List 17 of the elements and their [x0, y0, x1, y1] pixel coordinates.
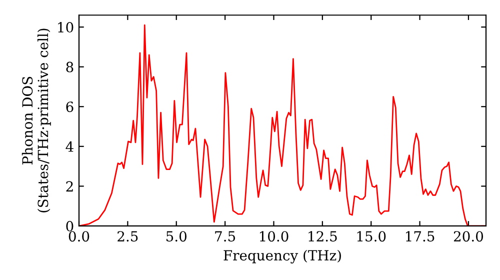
x-tick-label: 20.0 — [454, 231, 484, 242]
x-tick-label: 10.0 — [260, 231, 288, 242]
y-tick-label: 6 — [66, 102, 74, 112]
x-tick-label: 5.0 — [166, 231, 186, 242]
y-tick-label: 0 — [66, 220, 74, 232]
x-tick-label: 15.0 — [357, 231, 386, 242]
y-tick-label: 4 — [66, 141, 74, 152]
y-tick-label: 2 — [66, 181, 73, 192]
x-tick-label: 12.5 — [308, 231, 337, 242]
x-axis-title: Frequency (THz) — [224, 250, 341, 264]
y-tick-label: 10 — [58, 22, 74, 33]
x-tick-label: 17.5 — [406, 231, 434, 242]
y-tick-label: 8 — [66, 62, 74, 72]
x-tick-label: 7.5 — [215, 231, 236, 242]
x-tick-label: 0.0 — [68, 231, 90, 242]
x-tick-label: 2.5 — [118, 231, 138, 242]
y-axis-title: Phonon DOS (States/THz·primitive cell) — [22, 28, 51, 212]
